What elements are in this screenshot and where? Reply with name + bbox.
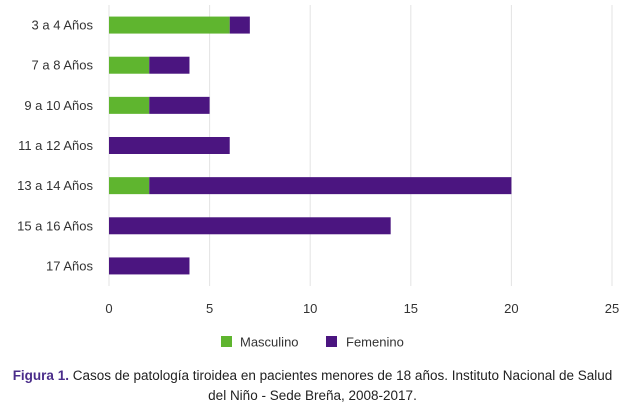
caption-line-1: Figura 1. Casos de patología tiroidea en…	[0, 366, 625, 386]
x-tick-label: 25	[605, 301, 619, 316]
bars	[109, 16, 512, 275]
bar-femenino	[149, 177, 512, 195]
x-tick-label: 0	[105, 301, 112, 316]
bar-femenino	[229, 16, 250, 34]
legend: Masculino Femenino	[221, 335, 404, 350]
category-label: 17 Años	[46, 258, 93, 273]
category-labels: 3 a 4 Años 7 a 8 Años 9 a 10 Años 11 a 12 A…	[17, 18, 93, 274]
caption-text-1: Casos de patología tiroidea en pacientes…	[68, 368, 613, 383]
grid-lines	[108, 5, 613, 286]
bar-masculino	[109, 96, 150, 114]
bar-femenino	[149, 96, 210, 114]
category-label: 7 a 8 Años	[32, 58, 94, 73]
x-tick-label: 5	[206, 301, 213, 316]
bar-femenino	[109, 137, 230, 154]
caption-label: Figura 1.	[12, 368, 69, 383]
category-label: 15 a 16 Años	[17, 218, 93, 233]
figure-caption: Figura 1. Casos de patología tiroidea en…	[0, 366, 625, 406]
category-label: 13 a 14 Años	[17, 178, 93, 193]
bar-chart: 3 a 4 Años 7 a 8 Años 9 a 10 Años 11 a 12 A…	[17, 5, 619, 350]
bar-femenino	[149, 56, 190, 74]
x-tick-label: 15	[404, 301, 418, 316]
bar-masculino	[109, 16, 230, 34]
category-label: 9 a 10 Años	[24, 98, 93, 113]
bar-masculino	[109, 177, 150, 195]
x-tick-label: 10	[303, 301, 317, 316]
legend-swatch-masculino	[221, 336, 232, 347]
x-tick-label: 20	[504, 301, 518, 316]
legend-label-femenino: Femenino	[346, 335, 404, 350]
category-label: 3 a 4 Años	[32, 18, 94, 33]
bar-femenino	[109, 217, 391, 235]
category-label: 11 a 12 Años	[18, 138, 93, 153]
caption-line-2: del Niño - Sede Breña, 2008-2017.	[208, 388, 417, 403]
x-tick-labels: 0 5 10 15 20 25	[105, 301, 619, 316]
bar-femenino	[109, 257, 190, 275]
bar-masculino	[109, 56, 150, 74]
legend-label-masculino: Masculino	[240, 335, 299, 350]
legend-swatch-femenino	[326, 336, 337, 347]
